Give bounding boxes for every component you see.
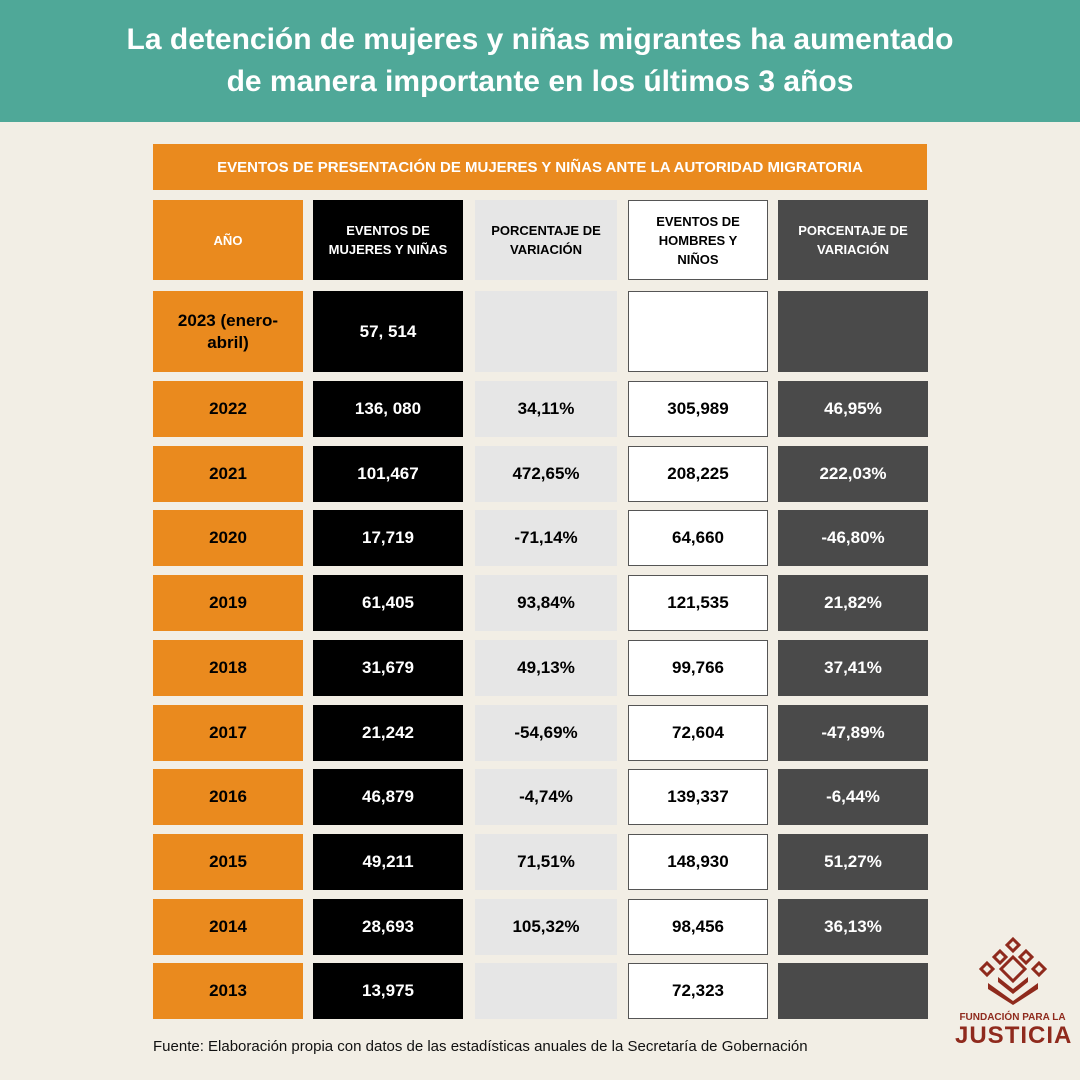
data-cell: 46,879 (313, 769, 463, 826)
data-cell: 13,975 (313, 963, 463, 1020)
header-cell: PORCENTAJE DE VARIACIÓN (778, 200, 928, 280)
data-cell: 208,225 (628, 445, 768, 502)
data-cell: -47,89% (778, 704, 928, 761)
logo: FUNDACIÓN PARA LA JUSTICIA (955, 935, 1073, 1049)
source-note: Fuente: Elaboración propia con datos de … (153, 1038, 808, 1055)
year-cell: 2015 (153, 833, 303, 890)
data-cell: 93,84% (475, 575, 617, 632)
data-cell: 64,660 (628, 510, 768, 567)
data-cell: 49,211 (313, 833, 463, 890)
data-cell: 34,11% (475, 381, 617, 437)
data-cell: -46,80% (778, 510, 928, 567)
data-cell: 61,405 (313, 575, 463, 632)
data-cell: 148,930 (628, 833, 768, 890)
data-cell: 472,65% (475, 445, 617, 502)
year-cell: 2022 (153, 381, 303, 437)
year-cell: 2014 (153, 898, 303, 955)
data-cell: -54,69% (475, 704, 617, 761)
data-cell: 139,337 (628, 769, 768, 826)
data-cell: 46,95% (778, 381, 928, 437)
data-cell: 51,27% (778, 833, 928, 890)
header-cell: AÑO (153, 200, 303, 280)
data-cell: 21,242 (313, 704, 463, 761)
data-cell: 37,41% (778, 639, 928, 696)
data-cell: 305,989 (628, 381, 768, 437)
data-cell: 121,535 (628, 575, 768, 632)
year-cell: 2013 (153, 963, 303, 1020)
data-cell (475, 963, 617, 1020)
data-cell: -71,14% (475, 510, 617, 567)
year-cell: 2021 (153, 445, 303, 502)
data-cell (628, 291, 768, 372)
header-cell: EVENTOS DE MUJERES Y NIÑAS (313, 200, 463, 280)
year-cell: 2016 (153, 769, 303, 826)
data-cell: 21,82% (778, 575, 928, 632)
data-cell: 101,467 (313, 445, 463, 502)
data-cell: 99,766 (628, 639, 768, 696)
logo-icon (978, 936, 1047, 1005)
logo-text: FUNDACIÓN PARA LA (959, 1012, 1066, 1023)
year-cell: 2019 (153, 575, 303, 632)
year-cell: 2020 (153, 510, 303, 567)
data-cell: 17,719 (313, 510, 463, 567)
data-cell: 72,604 (628, 704, 768, 761)
logo-text: JUSTICIA (955, 1022, 1073, 1049)
data-cell (475, 291, 617, 372)
data-cell (778, 291, 928, 372)
data-cell: 222,03% (778, 445, 928, 502)
data-cell: 71,51% (475, 833, 617, 890)
year-cell: 2023 (enero-abril) (153, 291, 303, 372)
title: La detención de mujeres y niñas migrante… (126, 23, 954, 98)
data-cell: 136, 080 (313, 381, 463, 437)
data-cell: -6,44% (778, 769, 928, 826)
data-cell: -4,74% (475, 769, 617, 826)
data-cell: 57, 514 (313, 291, 463, 372)
header-cell: PORCENTAJE DE VARIACIÓN (475, 200, 617, 280)
data-cell: 105,32% (475, 898, 617, 955)
data-cell: 28,693 (313, 898, 463, 955)
header-cell: EVENTOS DE HOMBRES Y NIÑOS (628, 200, 768, 280)
data-cell (778, 963, 928, 1020)
year-cell: 2017 (153, 704, 303, 761)
data-cell: 98,456 (628, 898, 768, 955)
data-cell: 72,323 (628, 963, 768, 1020)
title-bar: La detención de mujeres y niñas migrante… (0, 0, 1080, 122)
year-cell: 2018 (153, 639, 303, 696)
data-cell: 36,13% (778, 898, 928, 955)
data-cell: 31,679 (313, 639, 463, 696)
data-cell: 49,13% (475, 639, 617, 696)
table-caption: EVENTOS DE PRESENTACIÓN DE MUJERES Y NIÑ… (153, 144, 927, 190)
